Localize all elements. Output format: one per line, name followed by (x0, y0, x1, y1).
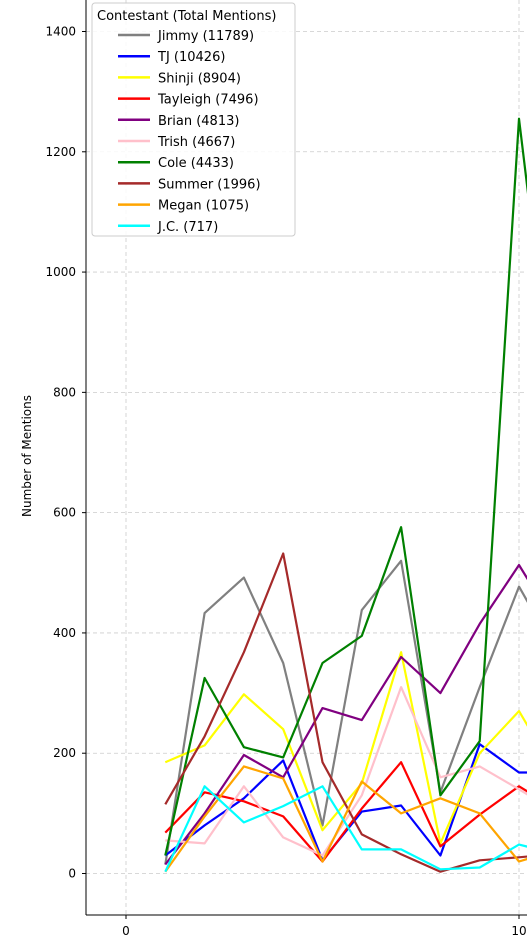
y-axis-label: Number of Mentions (20, 395, 34, 517)
y-tick-label: 400 (53, 626, 76, 640)
legend: Contestant (Total Mentions) Jimmy (11789… (91, 2, 296, 237)
legend-entry: Summer (1996) (158, 177, 261, 192)
legend-entry: J.C. (717) (157, 220, 218, 235)
legend-entry: Cole (4433) (158, 156, 234, 171)
legend-entry: Jimmy (11789) (157, 29, 254, 44)
axes (85, 0, 527, 916)
legend-entry: Trish (4667) (157, 135, 235, 150)
series-line (164, 761, 527, 863)
legend-entry: Tayleigh (7496) (157, 93, 259, 108)
y-tick-label: 1200 (45, 145, 76, 159)
series-line (164, 559, 527, 865)
series-line (164, 743, 527, 862)
series-line (164, 785, 527, 873)
legend-title: Contestant (Total Mentions) (97, 9, 276, 24)
y-tick-label: 200 (53, 746, 76, 760)
y-tick-label: 800 (53, 385, 76, 399)
legend-box (91, 2, 296, 237)
series-lines (164, 117, 527, 873)
legend-items: Jimmy (11789) TJ (10426) Shinji (8904) Tayl… (118, 29, 261, 235)
ticks: 0 200 400 600 800 1000 1200 1400 0 10 (45, 25, 526, 939)
series-line (164, 117, 527, 856)
legend-entry: Megan (1075) (158, 199, 249, 214)
y-tick-label: 1400 (45, 25, 76, 39)
x-tick-label: 0 (122, 924, 130, 938)
y-tick-label: 1000 (45, 265, 76, 279)
legend-entry: Brian (4813) (158, 114, 239, 129)
legend-entry: TJ (10426) (157, 50, 225, 65)
y-tick-label: 600 (53, 506, 76, 520)
series-line (164, 563, 527, 866)
legend-entry: Shinji (8904) (158, 71, 241, 86)
series-line (164, 765, 527, 873)
series-line (165, 685, 527, 857)
y-tick-label: 0 (68, 867, 76, 881)
x-tick-label: 10 (511, 924, 526, 938)
